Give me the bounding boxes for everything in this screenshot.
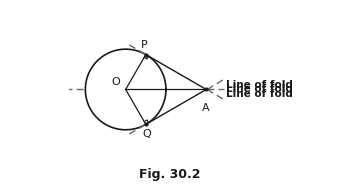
Text: Line of fold: Line of fold (226, 80, 293, 90)
Text: Q: Q (142, 129, 151, 140)
Text: P: P (140, 39, 147, 50)
Text: O: O (112, 77, 121, 88)
Text: Fig. 30.2: Fig. 30.2 (139, 168, 201, 181)
Text: Line of fold: Line of fold (226, 85, 293, 94)
Text: Line of fold: Line of fold (226, 88, 293, 99)
Text: A: A (202, 103, 209, 113)
